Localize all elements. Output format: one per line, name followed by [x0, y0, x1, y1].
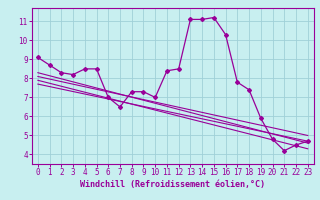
X-axis label: Windchill (Refroidissement éolien,°C): Windchill (Refroidissement éolien,°C): [80, 180, 265, 189]
